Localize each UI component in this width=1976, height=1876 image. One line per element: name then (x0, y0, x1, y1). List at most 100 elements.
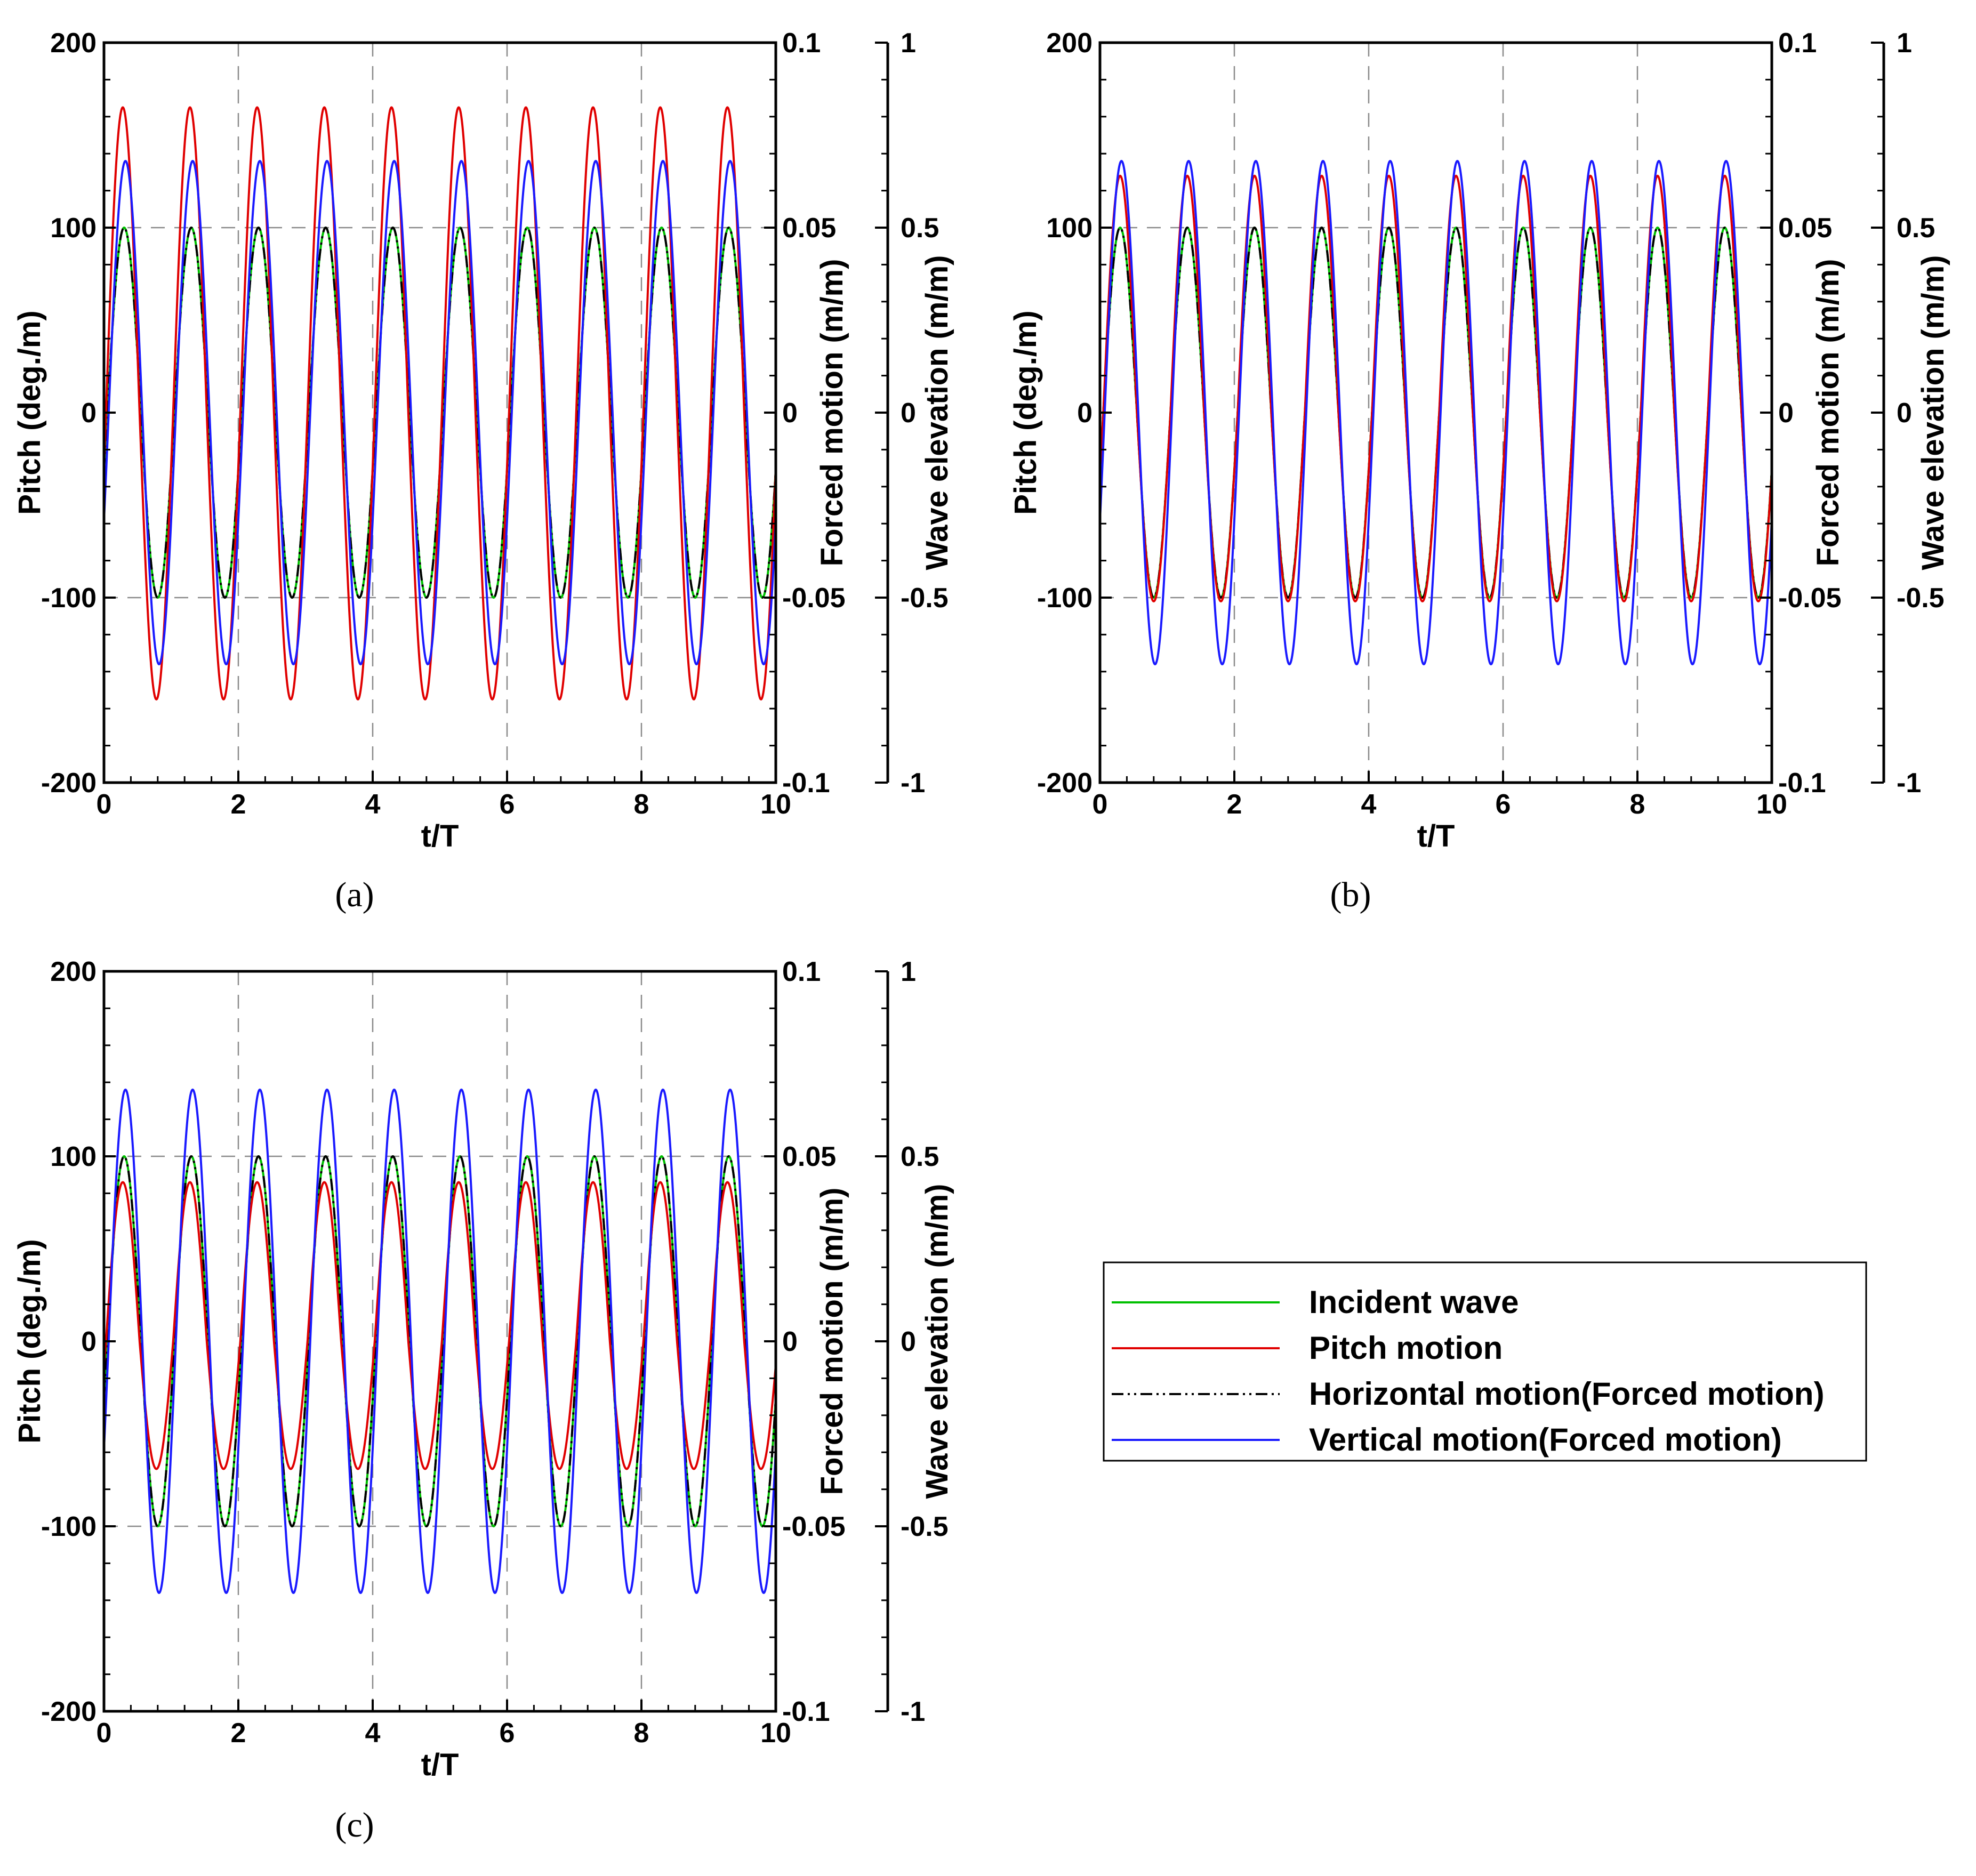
y-tick-label: -200 (41, 1696, 97, 1727)
legend-label: Vertical motion(Forced motion) (1309, 1422, 1782, 1458)
x-tick-label: 0 (1093, 789, 1108, 820)
chart-panel-b: -200 -100 0 100 200 0 2 4 6 8 10-0.1 -0.05 0 0.05 0.1 -… (1008, 28, 1950, 914)
series-line-horizontal-motion-forced-motion (104, 226, 776, 599)
y2-tick-label: -0.1 (782, 768, 830, 799)
y3-axis-title: Wave elevation (m/m) (920, 255, 954, 570)
series-line-incident-wave (104, 1155, 776, 1528)
y-axis-title: Pitch (deg./m) (12, 1239, 47, 1443)
y-tick-label: -100 (1037, 583, 1093, 614)
y-tick-label: 100 (50, 213, 97, 244)
legend-box (1103, 1261, 1867, 1462)
y3-tick-label: 1 (901, 28, 916, 59)
legend-label: Pitch motion (1309, 1330, 1503, 1366)
series-group (104, 106, 776, 701)
x-tick-label: 4 (1361, 789, 1377, 820)
y3-tick-label: 0.5 (901, 1141, 939, 1172)
x-tick-label: 10 (760, 1718, 791, 1749)
y-tick-label: 0 (1077, 398, 1093, 429)
y2-tick-label: 0 (782, 1326, 798, 1357)
legend-item: Incident wave (1112, 1284, 1519, 1320)
series-group (104, 1088, 776, 1595)
y2-tick-label: -0.1 (1778, 768, 1826, 799)
y-tick-label: 100 (1046, 213, 1093, 244)
y3-tick-label: -0.5 (1897, 583, 1945, 614)
y-axis-title: Pitch (deg./m) (1008, 310, 1043, 514)
y3-tick-label: 1 (901, 956, 916, 987)
y2-tick-label: 0.05 (782, 213, 836, 244)
series-line-vertical-motion-forced-motion (1100, 159, 1772, 666)
x-axis-title: t/T (1417, 819, 1455, 854)
y2-axis-title: Forced motion (m/m) (815, 1188, 849, 1495)
y3-tick-label: -0.5 (901, 583, 949, 614)
series-line-incident-wave (1100, 226, 1772, 599)
y2-axis-title: Forced motion (m/m) (815, 259, 849, 567)
legend-item: Pitch motion (1112, 1330, 1503, 1366)
x-tick-label: 6 (500, 789, 515, 820)
x-tick-label: 2 (1227, 789, 1242, 820)
y-tick-label: 0 (81, 398, 97, 429)
plot-frame (102, 41, 777, 784)
y3-axis-title: Wave elevation (m/m) (1916, 255, 1950, 570)
y2-tick-label: -0.05 (782, 1511, 846, 1542)
series-group (1100, 159, 1772, 666)
y3-axis-title: Wave elevation (m/m) (920, 1184, 954, 1499)
plot-frame (102, 970, 777, 1713)
x-tick-label: 8 (634, 1718, 649, 1749)
y2-tick-label: 0.05 (1778, 213, 1832, 244)
x-tick-label: 2 (231, 789, 246, 820)
y3-tick-label: 0 (901, 398, 916, 429)
y3-tick-label: -1 (901, 768, 925, 799)
y-tick-label: 200 (50, 956, 97, 987)
x-axis-title: t/T (421, 1748, 459, 1782)
y3-tick-label: 0.5 (1897, 213, 1935, 244)
x-axis-title: t/T (421, 819, 459, 854)
y2-tick-label: 0.1 (1778, 28, 1817, 59)
x-tick-label: 8 (634, 789, 649, 820)
x-tick-label: 2 (231, 1718, 246, 1749)
y2-tick-label: 0.1 (782, 28, 821, 59)
panel-label: (c) (335, 1806, 374, 1845)
series-line-vertical-motion-forced-motion (104, 1088, 776, 1595)
y3-tick-label: 0 (1897, 398, 1912, 429)
legend-label: Horizontal motion(Forced motion) (1309, 1376, 1825, 1412)
panel-label: (a) (335, 875, 374, 914)
y-tick-label: 0 (81, 1326, 97, 1357)
y2-tick-label: -0.05 (782, 583, 846, 614)
x-tick-label: 8 (1630, 789, 1645, 820)
y2-tick-label: -0.1 (782, 1696, 830, 1727)
y3-tick-label: 0 (901, 1326, 916, 1357)
y3-tick-label: 0.5 (901, 213, 939, 244)
y-tick-label: 100 (50, 1141, 97, 1172)
series-line-vertical-motion-forced-motion (104, 159, 776, 666)
legend-label: Incident wave (1309, 1284, 1519, 1320)
x-tick-label: 10 (1756, 789, 1787, 820)
y2-tick-label: 0.1 (782, 956, 821, 987)
y-tick-label: 200 (1046, 28, 1093, 59)
y-tick-label: -200 (1037, 768, 1093, 799)
series-line-horizontal-motion-forced-motion (1100, 226, 1772, 599)
y3-tick-label: -1 (1897, 768, 1921, 799)
panel-label: (b) (1330, 875, 1371, 914)
y3-tick-label: 1 (1897, 28, 1912, 59)
y-tick-label: -100 (41, 583, 97, 614)
legend-item: Horizontal motion(Forced motion) (1112, 1376, 1825, 1412)
y2-tick-label: -0.05 (1778, 583, 1842, 614)
y2-tick-label: 0.05 (782, 1141, 836, 1172)
legend: Incident wave Pitch motion Horizontal moti… (1103, 1261, 1867, 1462)
y2-axis-title: Forced motion (m/m) (1811, 259, 1845, 567)
x-tick-label: 6 (1496, 789, 1511, 820)
x-tick-label: 0 (97, 789, 112, 820)
x-tick-label: 0 (97, 1718, 112, 1749)
plot-frame (1098, 41, 1773, 784)
x-tick-label: 4 (365, 789, 381, 820)
y3-tick-label: -1 (901, 1696, 925, 1727)
y3-tick-label: -0.5 (901, 1511, 949, 1542)
y-tick-label: -200 (41, 768, 97, 799)
y-tick-label: 200 (50, 28, 97, 59)
series-line-incident-wave (104, 226, 776, 599)
series-line-pitch-motion (104, 106, 776, 701)
